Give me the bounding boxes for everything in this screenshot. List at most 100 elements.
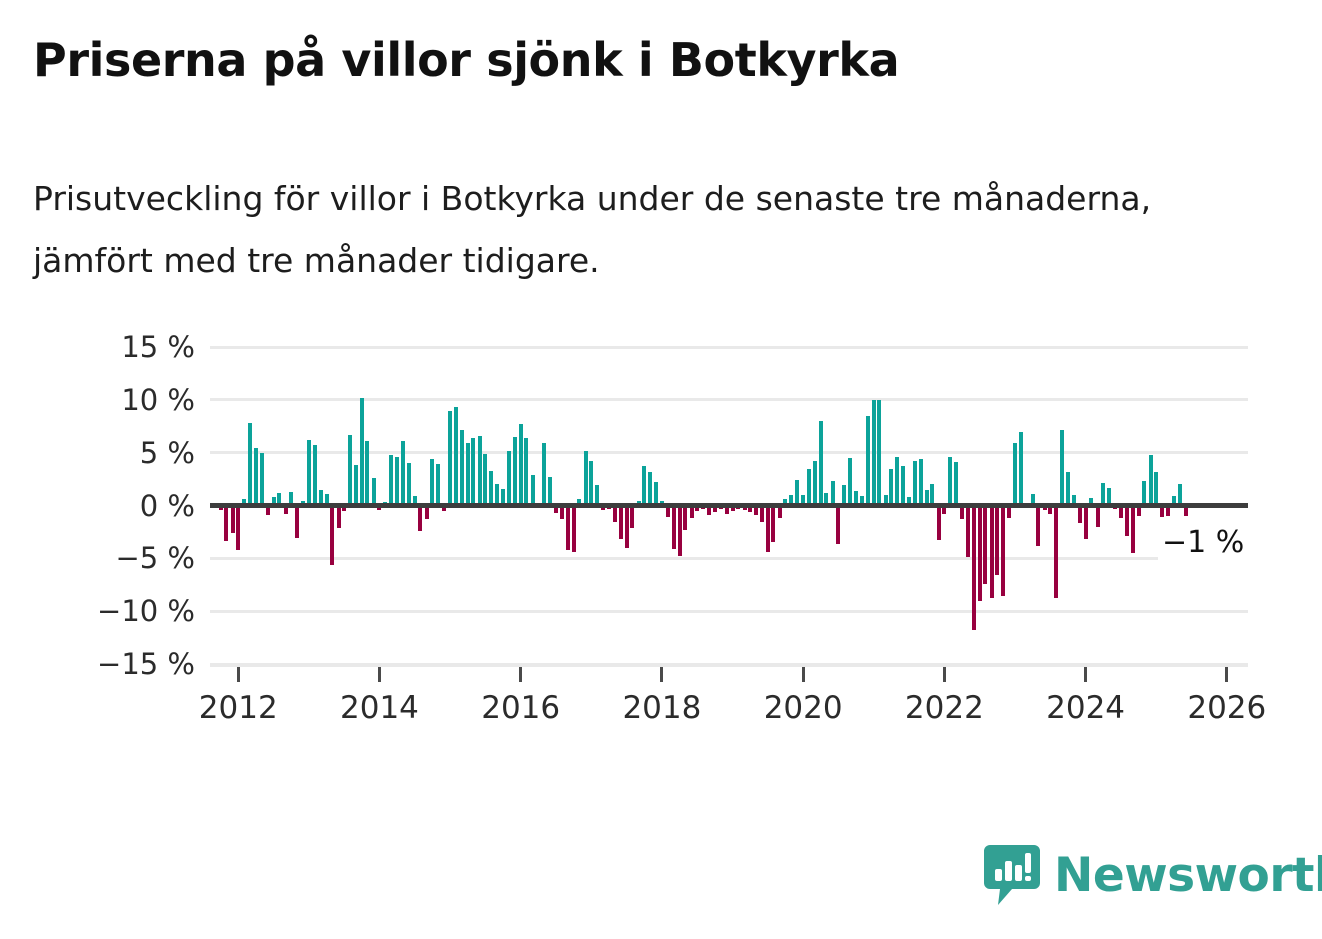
bar [1124, 505, 1129, 537]
bar [1101, 483, 1106, 506]
y-axis-tick-label: −5 % [115, 541, 195, 576]
x-axis-tick [236, 667, 240, 682]
bar [571, 505, 576, 552]
bar [977, 505, 982, 601]
bar [1077, 505, 1082, 524]
x-axis-tick-label: 2012 [198, 690, 278, 726]
bar [1036, 505, 1041, 546]
bar [224, 505, 229, 542]
bar [1071, 494, 1076, 506]
x-axis-tick-label: 2022 [904, 690, 984, 726]
x-axis-tick-label: 2020 [763, 690, 843, 726]
x-axis-line [210, 664, 1248, 667]
bar [1000, 505, 1005, 597]
bar [806, 468, 811, 506]
bar [842, 485, 847, 506]
bar [1171, 495, 1176, 506]
bar [541, 443, 546, 506]
gridline [210, 609, 1248, 613]
bar [236, 505, 241, 550]
bar [789, 494, 794, 506]
bar [230, 505, 235, 533]
bar [671, 505, 676, 549]
bar [954, 462, 959, 506]
bar [471, 437, 476, 506]
bar [577, 499, 582, 506]
bar [400, 441, 405, 506]
bar [1083, 505, 1088, 540]
x-axis-tick [519, 667, 523, 682]
bar [748, 505, 753, 512]
bar [707, 505, 712, 515]
last-value-annotation: −1 % [1158, 524, 1249, 562]
bar [354, 465, 359, 506]
bar [642, 466, 647, 506]
bar [436, 464, 441, 506]
bar [960, 505, 965, 520]
bar [930, 484, 935, 506]
bar [972, 505, 977, 631]
bar [359, 397, 364, 506]
bar [277, 492, 282, 506]
bar [912, 461, 917, 506]
x-axis-tick [1225, 667, 1229, 682]
bar [942, 505, 947, 514]
bar [271, 497, 276, 506]
bar [1118, 505, 1123, 519]
bar [347, 434, 352, 506]
y-axis-tick-label: 0 % [139, 488, 195, 523]
bar [418, 505, 423, 531]
bar [801, 494, 806, 506]
bar [389, 454, 394, 506]
bar [612, 505, 617, 523]
chart-subtitle: Prisutveckling för villor i Botkyrka und… [33, 179, 1152, 280]
bar [289, 491, 294, 506]
bar [877, 399, 882, 506]
y-axis-tick-label: −10 % [97, 594, 195, 629]
bar [330, 505, 335, 565]
bar [1060, 430, 1065, 506]
bar [448, 411, 453, 506]
bar [477, 435, 482, 506]
bar [424, 505, 429, 520]
bar [777, 505, 782, 519]
page-title: Priserna på villor sjönk i Botkyrka [33, 33, 900, 87]
x-axis-tick-label: 2016 [481, 690, 561, 726]
bar [813, 461, 818, 506]
bar [407, 463, 412, 506]
bar [524, 437, 529, 506]
bar [265, 505, 270, 515]
bar [554, 505, 558, 513]
bar [1053, 505, 1058, 599]
bar [365, 441, 370, 506]
bar [836, 505, 841, 544]
bar [412, 495, 417, 506]
bar [765, 505, 770, 552]
y-axis-tick-label: −15 % [97, 647, 195, 681]
bar [1148, 454, 1153, 506]
bar [283, 505, 288, 514]
bar [919, 459, 924, 506]
bar [483, 453, 488, 506]
bar [465, 443, 470, 506]
bar [1183, 505, 1188, 517]
bar [318, 489, 323, 506]
bar [594, 485, 599, 506]
bar [336, 505, 341, 528]
bar [724, 505, 729, 514]
bar [824, 492, 829, 506]
bar [501, 488, 506, 506]
bar [495, 484, 500, 506]
bar-series [210, 347, 1248, 664]
bar [1012, 443, 1017, 506]
bar [583, 450, 588, 506]
bar [1095, 505, 1100, 527]
zero-line [210, 503, 1248, 508]
bar [889, 468, 894, 506]
bar [1089, 498, 1094, 506]
plot-area [210, 345, 1248, 666]
bar [430, 459, 435, 506]
gridline [210, 345, 1248, 349]
bar [630, 505, 635, 528]
